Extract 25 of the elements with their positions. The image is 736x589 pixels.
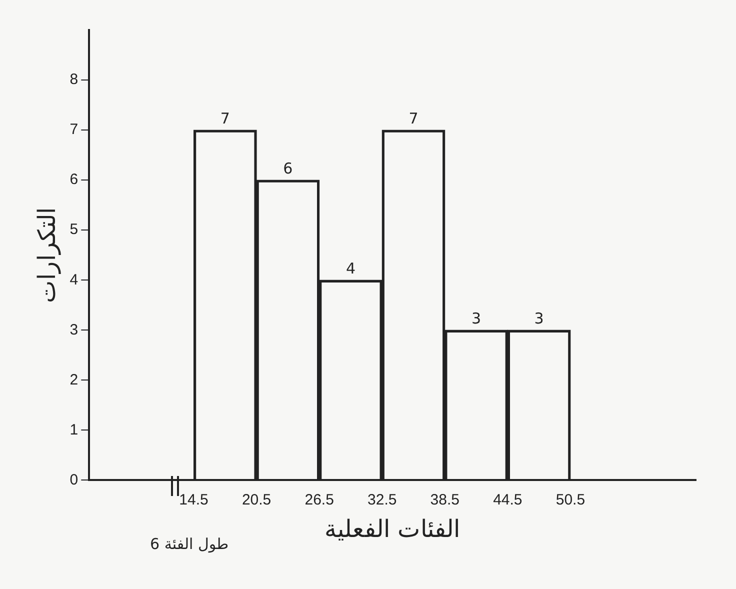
y-tick-label: 0 bbox=[70, 471, 78, 488]
y-tick-label: 2 bbox=[70, 371, 78, 388]
y-axis-title: التكرارات bbox=[34, 207, 62, 304]
y-tick-label: 1 bbox=[70, 421, 78, 438]
x-tick-label: 32.5 bbox=[368, 491, 397, 508]
y-tick-label: 8 bbox=[70, 71, 78, 88]
x-tick-label: 38.5 bbox=[430, 491, 460, 508]
data-label: 3 bbox=[472, 310, 482, 328]
data-label: 7 bbox=[408, 109, 418, 128]
x-tick-label: 26.5 bbox=[304, 491, 334, 508]
x-axis-title: الفئات الفعلية bbox=[324, 516, 460, 544]
y-tick-label: 7 bbox=[70, 121, 78, 138]
x-tick-label: 44.5 bbox=[493, 491, 522, 508]
data-label: 6 bbox=[283, 159, 293, 178]
data-label: 3 bbox=[534, 310, 544, 328]
x-tick-label: 50.5 bbox=[556, 491, 586, 508]
data-label: 7 bbox=[220, 109, 230, 128]
x-tick-label: 14.5 bbox=[179, 491, 208, 508]
y-tick-label: 5 bbox=[70, 221, 78, 238]
data-label: 4 bbox=[346, 260, 356, 278]
y-tick-label: 4 bbox=[70, 271, 78, 288]
x-tick-label: 20.5 bbox=[242, 491, 272, 508]
y-tick-label: 6 bbox=[70, 171, 78, 188]
text: 6 طول الفئة bbox=[150, 535, 229, 553]
y-tick-label: 3 bbox=[70, 321, 78, 338]
